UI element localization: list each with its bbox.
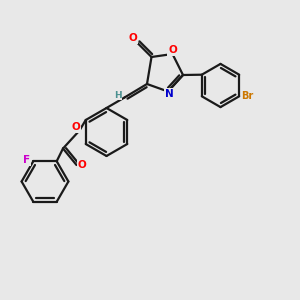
Text: N: N xyxy=(165,89,174,99)
Text: O: O xyxy=(77,160,86,170)
Text: Br: Br xyxy=(242,91,254,101)
Text: O: O xyxy=(128,33,137,43)
Text: O: O xyxy=(71,122,80,132)
Text: O: O xyxy=(168,45,177,56)
Text: F: F xyxy=(23,155,30,165)
Text: H: H xyxy=(114,91,122,100)
